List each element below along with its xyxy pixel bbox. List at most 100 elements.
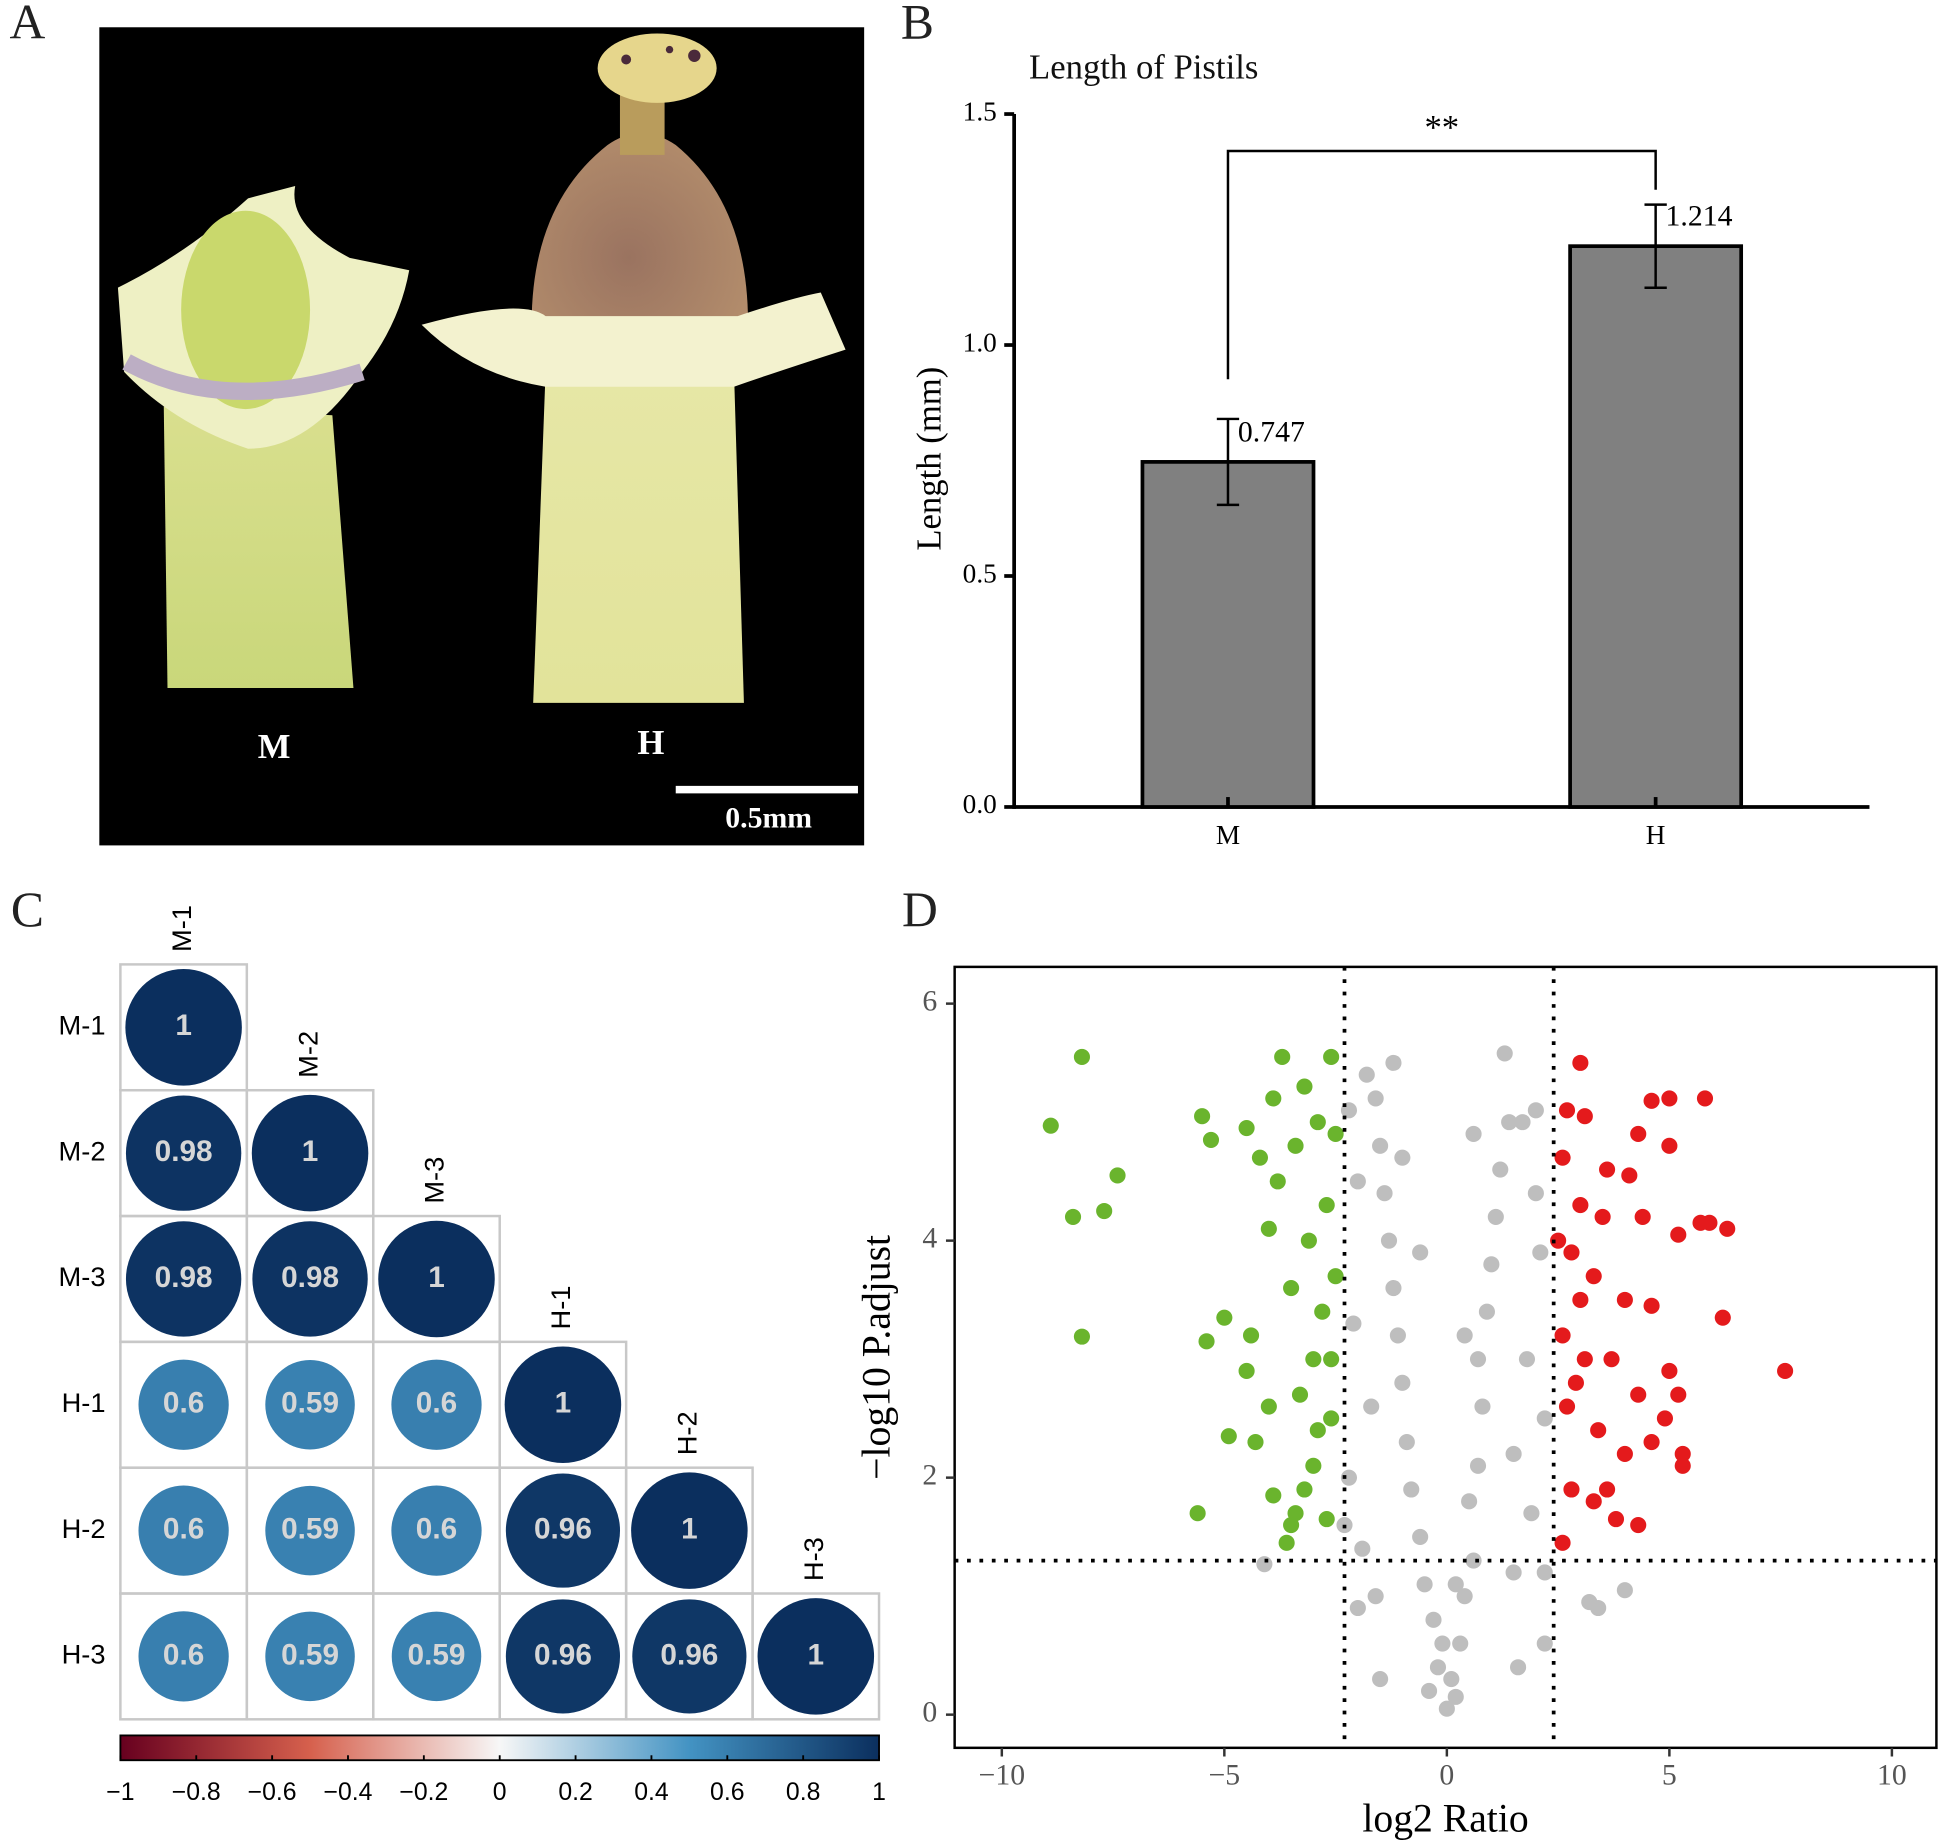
point (1247, 1434, 1264, 1451)
point (1327, 1125, 1344, 1143)
x-tick-label: 10 (1877, 1758, 1907, 1791)
point (1403, 1481, 1420, 1498)
point (1385, 1279, 1402, 1297)
correlation-value: 0.59 (281, 1387, 339, 1420)
point (1109, 1167, 1126, 1184)
photo-panel: M H 0.5mm A (10, 0, 865, 846)
point (1265, 1487, 1282, 1504)
y-tick-label: 6 (922, 984, 937, 1017)
point (1505, 1445, 1522, 1462)
point (1643, 1297, 1660, 1314)
point (1256, 1556, 1273, 1573)
point (1354, 1540, 1371, 1557)
point (1318, 1197, 1335, 1214)
correlation-circle (138, 1485, 229, 1576)
point (1064, 1208, 1082, 1225)
point (1194, 1108, 1211, 1125)
colorbar-tick-label: −0.8 (172, 1779, 221, 1806)
point (1309, 1422, 1326, 1439)
chart-title: Length of Pistils (1029, 48, 1258, 87)
point (1527, 1185, 1544, 1202)
correlation-value: 1 (428, 1261, 445, 1294)
point (1576, 1108, 1593, 1125)
point (1363, 1398, 1380, 1415)
panel-letter: B (901, 0, 934, 50)
point (1585, 1493, 1602, 1510)
point (1670, 1226, 1687, 1243)
panel-letter: C (11, 882, 44, 937)
y-tick-label: 0.5 (963, 558, 997, 588)
correlation-circle (505, 1599, 621, 1714)
x-tick-label: −5 (1209, 1758, 1241, 1791)
point (1380, 1232, 1398, 1249)
point (1505, 1564, 1522, 1581)
point (1202, 1131, 1220, 1148)
point (1345, 1315, 1362, 1332)
colorbar-tick-label: 0.8 (786, 1779, 820, 1806)
correlation-circle (391, 1485, 482, 1576)
point (1429, 1659, 1447, 1676)
point (1447, 1576, 1464, 1593)
row-label: M-3 (59, 1261, 106, 1292)
point (1558, 1102, 1576, 1119)
point (1425, 1611, 1442, 1628)
point (1323, 1351, 1340, 1368)
correlation-circle (378, 1220, 495, 1338)
correlation-circle (631, 1472, 748, 1589)
point (1478, 1303, 1495, 1320)
y-tick-label: 0.0 (963, 789, 997, 819)
correlation-circle (265, 1360, 355, 1450)
correlation-circle (632, 1599, 747, 1714)
point (1554, 1327, 1571, 1344)
correlation-value: 0.98 (155, 1135, 213, 1168)
point (1340, 1469, 1358, 1486)
point (1616, 1582, 1633, 1599)
point (1349, 1599, 1366, 1617)
point (1474, 1398, 1491, 1415)
point (1323, 1048, 1340, 1066)
correlation-value: 0.59 (281, 1512, 339, 1545)
point (1260, 1220, 1277, 1237)
point (1469, 1351, 1487, 1368)
column-label: M-1 (166, 905, 197, 952)
point (1487, 1208, 1504, 1225)
y-tick-label: 0 (922, 1695, 937, 1728)
point (1554, 1534, 1571, 1551)
point (1372, 1671, 1389, 1688)
bar (1140, 460, 1316, 809)
point (1527, 1102, 1544, 1119)
point (1674, 1445, 1691, 1462)
point (1607, 1511, 1625, 1528)
point (1443, 1671, 1460, 1688)
point (1501, 1114, 1518, 1131)
correlation-value: 0.59 (281, 1638, 339, 1671)
scale-bar-label: 0.5mm (725, 801, 812, 834)
point (1536, 1410, 1553, 1427)
plot-frame (953, 965, 1938, 1750)
point (1661, 1137, 1678, 1154)
bar-chart: B Length of Pistils Length (mm) 0.0 0.5 1.0 1.… (901, 0, 1870, 850)
point (1358, 1066, 1375, 1083)
column-label: M-3 (419, 1157, 450, 1204)
correlation-circle (138, 1359, 229, 1450)
column-label: M-2 (292, 1031, 323, 1078)
point (1189, 1505, 1206, 1522)
point (1643, 1434, 1660, 1451)
point (1220, 1428, 1237, 1445)
point (1216, 1309, 1233, 1326)
point (1616, 1291, 1633, 1308)
point (1616, 1445, 1633, 1462)
x-tick-label: 0 (1439, 1758, 1454, 1791)
point (1701, 1214, 1718, 1231)
point (1456, 1588, 1473, 1605)
point (1372, 1137, 1389, 1154)
row-label: H-3 (62, 1639, 106, 1670)
point (1558, 1398, 1576, 1415)
point (1536, 1635, 1553, 1652)
point (1327, 1268, 1344, 1285)
colorbar-tick-label: 0 (493, 1779, 507, 1806)
point (1287, 1137, 1304, 1154)
point (1398, 1434, 1415, 1451)
significance-bracket (1226, 149, 1657, 380)
